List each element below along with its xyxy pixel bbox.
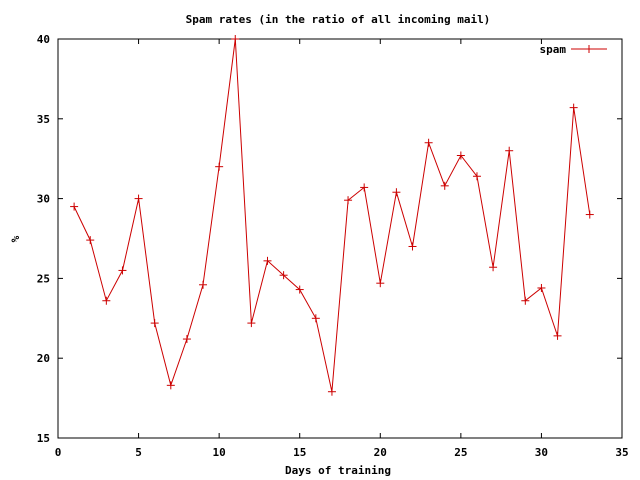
x-tick-label: 35 bbox=[615, 446, 628, 459]
x-axis-label: Days of training bbox=[285, 464, 391, 477]
data-point bbox=[505, 146, 514, 155]
data-point bbox=[199, 280, 208, 289]
data-point bbox=[279, 271, 288, 280]
data-point bbox=[150, 319, 159, 328]
x-tick-label: 10 bbox=[213, 446, 226, 459]
legend-label-spam: spam bbox=[540, 43, 567, 56]
x-tick-label: 0 bbox=[55, 446, 62, 459]
y-tick-label: 15 bbox=[37, 432, 50, 445]
data-point bbox=[537, 283, 546, 292]
x-tick-label: 15 bbox=[293, 446, 306, 459]
data-point bbox=[392, 188, 401, 197]
y-axis: 15 20 25 30 35 40 bbox=[37, 33, 622, 445]
chart-title: Spam rates (in the ratio of all incoming… bbox=[186, 13, 491, 26]
data-point bbox=[344, 196, 353, 205]
data-point bbox=[102, 296, 111, 305]
y-tick-label: 20 bbox=[37, 352, 50, 365]
x-tick-label: 5 bbox=[135, 446, 142, 459]
y-tick-label: 25 bbox=[37, 272, 50, 285]
data-point bbox=[118, 266, 127, 275]
legend: spam bbox=[540, 43, 607, 56]
legend-marker-spam bbox=[585, 45, 593, 53]
data-point bbox=[231, 35, 240, 43]
data-point bbox=[182, 335, 191, 344]
data-point bbox=[472, 172, 481, 181]
data-point bbox=[585, 210, 594, 219]
y-tick-label: 40 bbox=[37, 33, 50, 46]
data-point bbox=[311, 314, 320, 323]
data-point bbox=[86, 236, 95, 245]
data-point bbox=[247, 319, 256, 328]
data-point bbox=[263, 256, 272, 265]
data-point bbox=[456, 151, 465, 160]
plot-frame bbox=[57, 38, 623, 439]
data-point bbox=[327, 387, 336, 396]
data-point bbox=[424, 138, 433, 147]
data-point bbox=[215, 162, 224, 171]
series-line-spam bbox=[73, 38, 591, 392]
x-axis: 0 5 10 15 20 25 30 35 bbox=[55, 39, 629, 459]
data-point bbox=[360, 183, 369, 192]
y-axis-label: % bbox=[9, 235, 22, 242]
x-tick-label: 25 bbox=[454, 446, 467, 459]
data-point bbox=[134, 194, 143, 203]
data-point bbox=[440, 181, 449, 190]
y-tick-label: 35 bbox=[37, 113, 50, 126]
data-point bbox=[295, 285, 304, 294]
x-tick-label: 20 bbox=[374, 446, 387, 459]
series-group bbox=[70, 35, 594, 396]
data-point bbox=[521, 296, 530, 305]
data-point bbox=[166, 381, 175, 390]
data-point bbox=[553, 331, 562, 340]
data-point bbox=[489, 263, 498, 272]
data-point bbox=[376, 279, 385, 288]
data-point bbox=[70, 202, 79, 211]
data-point bbox=[408, 242, 417, 251]
data-point bbox=[569, 103, 578, 112]
y-tick-label: 30 bbox=[37, 193, 50, 206]
x-tick-label: 30 bbox=[535, 446, 548, 459]
